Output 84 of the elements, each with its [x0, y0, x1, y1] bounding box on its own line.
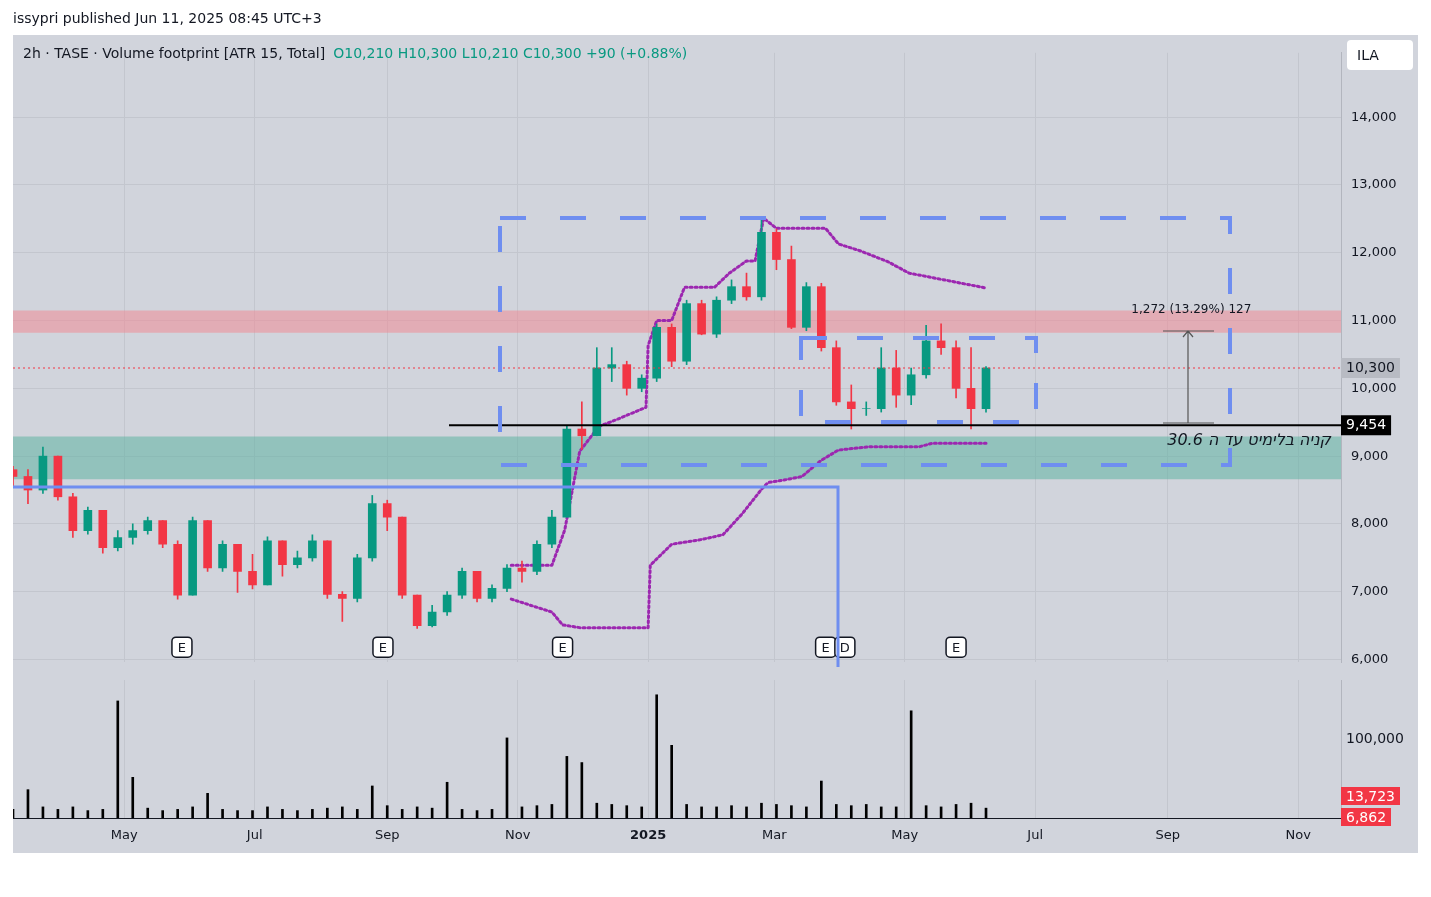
y-tick-label: 11,000 — [1351, 311, 1397, 327]
x-tick-label: Jul — [245, 827, 263, 843]
line-series — [509, 441, 988, 630]
bar — [700, 806, 703, 818]
x-tick-label: 2025 — [630, 827, 667, 843]
bar — [670, 744, 673, 818]
annotation: E — [378, 639, 388, 655]
bar — [116, 700, 120, 818]
bar — [790, 805, 793, 818]
bar — [879, 806, 883, 818]
bar — [685, 804, 688, 818]
bar — [251, 810, 254, 818]
y-tick-label: 12,000 — [1351, 244, 1397, 260]
text: issypri published Jun 11, 2025 08:45 UTC+3 — [13, 10, 322, 26]
annotation: 1,272 (13.29%) 127 — [1131, 301, 1252, 316]
bar — [745, 806, 748, 818]
bar — [146, 807, 150, 818]
annotation: D — [839, 639, 850, 655]
bar — [370, 785, 374, 818]
bar — [760, 802, 763, 818]
bar — [101, 809, 105, 818]
annotation: E — [558, 639, 567, 655]
bar — [849, 805, 853, 818]
bar — [730, 805, 733, 818]
candlestick — [517, 560, 527, 583]
text: ILA — [1347, 40, 1413, 70]
candlestick — [607, 347, 617, 382]
y-tick-label: 14,000 — [1351, 108, 1397, 124]
y-tick-label: 10,000 — [1351, 379, 1397, 395]
x-tick-label: Sep — [1155, 827, 1181, 843]
text: 100,000 — [1345, 729, 1405, 747]
bar — [221, 809, 224, 818]
bar — [296, 810, 299, 818]
x-tick-label: Sep — [374, 827, 400, 843]
bar — [894, 806, 898, 818]
bar — [864, 804, 868, 818]
x-tick-label: Jul — [1026, 827, 1044, 843]
bar — [415, 806, 419, 818]
bar — [625, 805, 629, 818]
bar — [610, 804, 614, 818]
text: 13,723 — [1341, 787, 1400, 805]
chart-subtitle: O10,210 H10,300 L10,210 C10,300 +90 (+0.88%) — [333, 45, 688, 61]
ref-line-label: 9,454 — [1346, 415, 1387, 432]
y-tick-label: 13,000 — [1351, 176, 1397, 192]
bar — [805, 806, 808, 818]
x-tick-label: May — [891, 827, 919, 843]
bar — [775, 804, 778, 818]
bar — [715, 806, 718, 818]
bar — [131, 777, 135, 818]
x-tick-label: Nov — [505, 827, 531, 843]
bar — [311, 809, 314, 818]
bar — [355, 809, 359, 818]
text: 6,862 — [1341, 808, 1392, 826]
bar — [236, 810, 239, 818]
y-tick-label: 6,000 — [1351, 650, 1389, 666]
bar — [341, 806, 344, 818]
ref-line-label: 10,300 — [1346, 358, 1395, 375]
bar — [176, 809, 179, 818]
annotation: E — [821, 639, 830, 655]
x-tick-label: Mar — [762, 827, 788, 843]
bar — [655, 694, 659, 818]
annotation: E — [177, 639, 187, 655]
bar — [834, 804, 838, 818]
y-tick-label: 7,000 — [1351, 583, 1389, 599]
bar — [266, 806, 269, 818]
bar — [326, 807, 329, 818]
bar — [595, 802, 599, 818]
candlestick — [338, 591, 347, 622]
bar — [206, 793, 209, 818]
bar — [640, 806, 644, 818]
bar — [820, 780, 823, 818]
bar — [281, 809, 284, 818]
bar — [161, 810, 165, 818]
x-tick-label: Nov — [1285, 827, 1312, 843]
annotation: E — [951, 639, 961, 655]
bar — [191, 806, 194, 818]
y-tick-label: 8,000 — [1351, 515, 1389, 531]
y-tick-label: 9,000 — [1351, 447, 1389, 463]
annotation: קניה בלימיט עד ה 30.6 — [1167, 429, 1332, 449]
bar — [385, 805, 389, 818]
x-tick-label: May — [110, 827, 138, 843]
chart-title: 2h · TASE · Volume footprint [ATR 15, Total] — [23, 45, 326, 61]
candlestick — [861, 401, 871, 416]
bar — [400, 809, 404, 818]
